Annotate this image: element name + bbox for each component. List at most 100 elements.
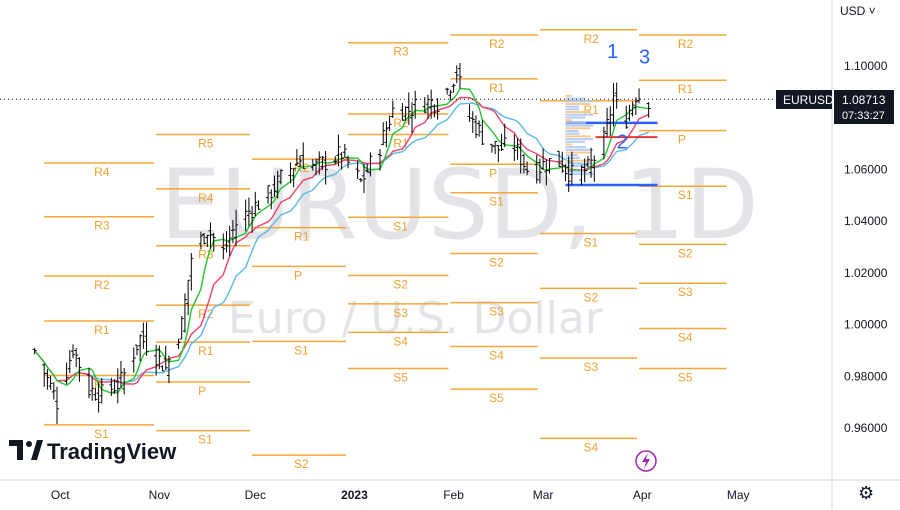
price-bar xyxy=(499,133,504,151)
vp-bar xyxy=(565,105,579,108)
price-bar xyxy=(611,83,616,127)
pivot-label: R1 xyxy=(94,323,110,337)
gear-icon[interactable]: ⚙ xyxy=(858,483,875,503)
tradingview-icon xyxy=(9,440,43,460)
pivot-label: S1 xyxy=(294,343,309,357)
price-bar xyxy=(314,158,319,176)
price-bar xyxy=(118,361,123,388)
pivot-label: S2 xyxy=(294,457,309,471)
price-bar xyxy=(48,375,53,390)
x-tick-label: 2023 xyxy=(341,488,368,502)
price-bar xyxy=(90,376,95,401)
pivot-label: S1 xyxy=(94,427,109,441)
price-bar xyxy=(336,134,341,167)
price-bar xyxy=(234,209,239,247)
pivot-label: S4 xyxy=(678,330,693,344)
price-bar xyxy=(339,152,344,170)
price-tag-value: 1.08713 xyxy=(842,93,886,107)
price-bar xyxy=(141,322,146,349)
price-bar xyxy=(122,367,127,395)
price-bar xyxy=(457,62,462,89)
symbol-tag-bg xyxy=(776,90,832,109)
price-bar xyxy=(144,322,149,356)
vp-bar xyxy=(565,116,586,119)
price-bar xyxy=(166,355,171,384)
vp-bar xyxy=(565,140,586,143)
price-bar xyxy=(592,155,597,182)
price-bar xyxy=(637,88,642,104)
x-axis[interactable]: Oct Nov Dec 2023 Feb Mar Apr May xyxy=(51,488,750,502)
price-bar xyxy=(627,104,632,121)
price-bar xyxy=(422,97,427,114)
price-bar xyxy=(51,382,56,400)
vp-bar xyxy=(565,148,594,151)
price-bar xyxy=(477,120,482,137)
price-bar xyxy=(221,233,226,260)
currency-button[interactable]: USD ˅ xyxy=(840,4,876,18)
price-bar xyxy=(298,155,303,167)
price-bar xyxy=(179,316,184,340)
price-bar xyxy=(525,161,530,176)
price-bar xyxy=(563,164,568,182)
price-bar xyxy=(547,157,552,174)
price-bar xyxy=(589,147,594,178)
price-bar xyxy=(400,103,405,121)
price-bar xyxy=(534,154,539,184)
price-bar xyxy=(288,162,293,184)
price-bar xyxy=(480,120,485,146)
price-bar xyxy=(585,156,590,168)
price-bar xyxy=(99,378,104,404)
y-tick-label: 0.98000 xyxy=(844,369,888,383)
price-tag-countdown: 07:33:27 xyxy=(842,110,885,122)
pivot-label: S3 xyxy=(678,285,693,299)
price-bar xyxy=(86,367,91,399)
pivot-label: S5 xyxy=(678,371,693,385)
price-bar xyxy=(134,344,139,356)
vp-bar xyxy=(565,162,593,165)
price-bar xyxy=(317,151,322,175)
price-bar xyxy=(224,231,229,253)
y-tick-label: 1.06000 xyxy=(844,162,888,176)
pivot-label: S2 xyxy=(678,246,693,260)
vp-bar xyxy=(565,121,586,124)
pivot-label: S4 xyxy=(489,349,504,363)
price-bar xyxy=(278,169,283,185)
price-bar xyxy=(189,253,194,291)
pivot-label: S1 xyxy=(393,219,408,233)
price-bar xyxy=(109,377,114,397)
vp-bar xyxy=(565,111,591,114)
pivot-label: S3 xyxy=(393,306,408,320)
vp-bar xyxy=(565,132,580,135)
price-bar xyxy=(467,104,472,122)
lightning-icon[interactable] xyxy=(635,450,657,472)
vp-bar xyxy=(565,100,594,103)
price-bar xyxy=(346,155,351,169)
price-bar xyxy=(176,338,181,349)
watermark-symbol: EURUSD, 1D xyxy=(160,149,759,261)
price-bar xyxy=(154,344,159,376)
x-tick-label: Apr xyxy=(633,488,652,502)
wave-label: 1 xyxy=(607,41,618,63)
pivot-label: R2 xyxy=(393,116,409,130)
y-tick-label: 1.10000 xyxy=(844,59,888,73)
price-bar xyxy=(182,293,187,333)
price-bar xyxy=(518,138,523,174)
pivot-label: S3 xyxy=(583,360,598,374)
pivot-label: R2 xyxy=(94,278,110,292)
price-bar xyxy=(406,92,411,125)
price-bar xyxy=(448,89,453,101)
price-bar xyxy=(541,148,546,170)
price-bar xyxy=(67,349,72,374)
y-axis[interactable]: 1.10000 1.06000 1.04000 1.02000 1.00000 0.980… xyxy=(844,59,888,435)
price-bar xyxy=(294,149,299,167)
price-bar xyxy=(243,199,248,232)
price-bar xyxy=(521,154,526,174)
pivot-label: S5 xyxy=(393,371,408,385)
price-bar xyxy=(202,233,207,245)
pivot-label: P xyxy=(198,384,206,398)
tradingview-logo[interactable]: TradingView xyxy=(9,439,177,464)
price-bar xyxy=(275,170,280,199)
price-bar xyxy=(493,141,498,155)
price-bar xyxy=(365,163,370,173)
